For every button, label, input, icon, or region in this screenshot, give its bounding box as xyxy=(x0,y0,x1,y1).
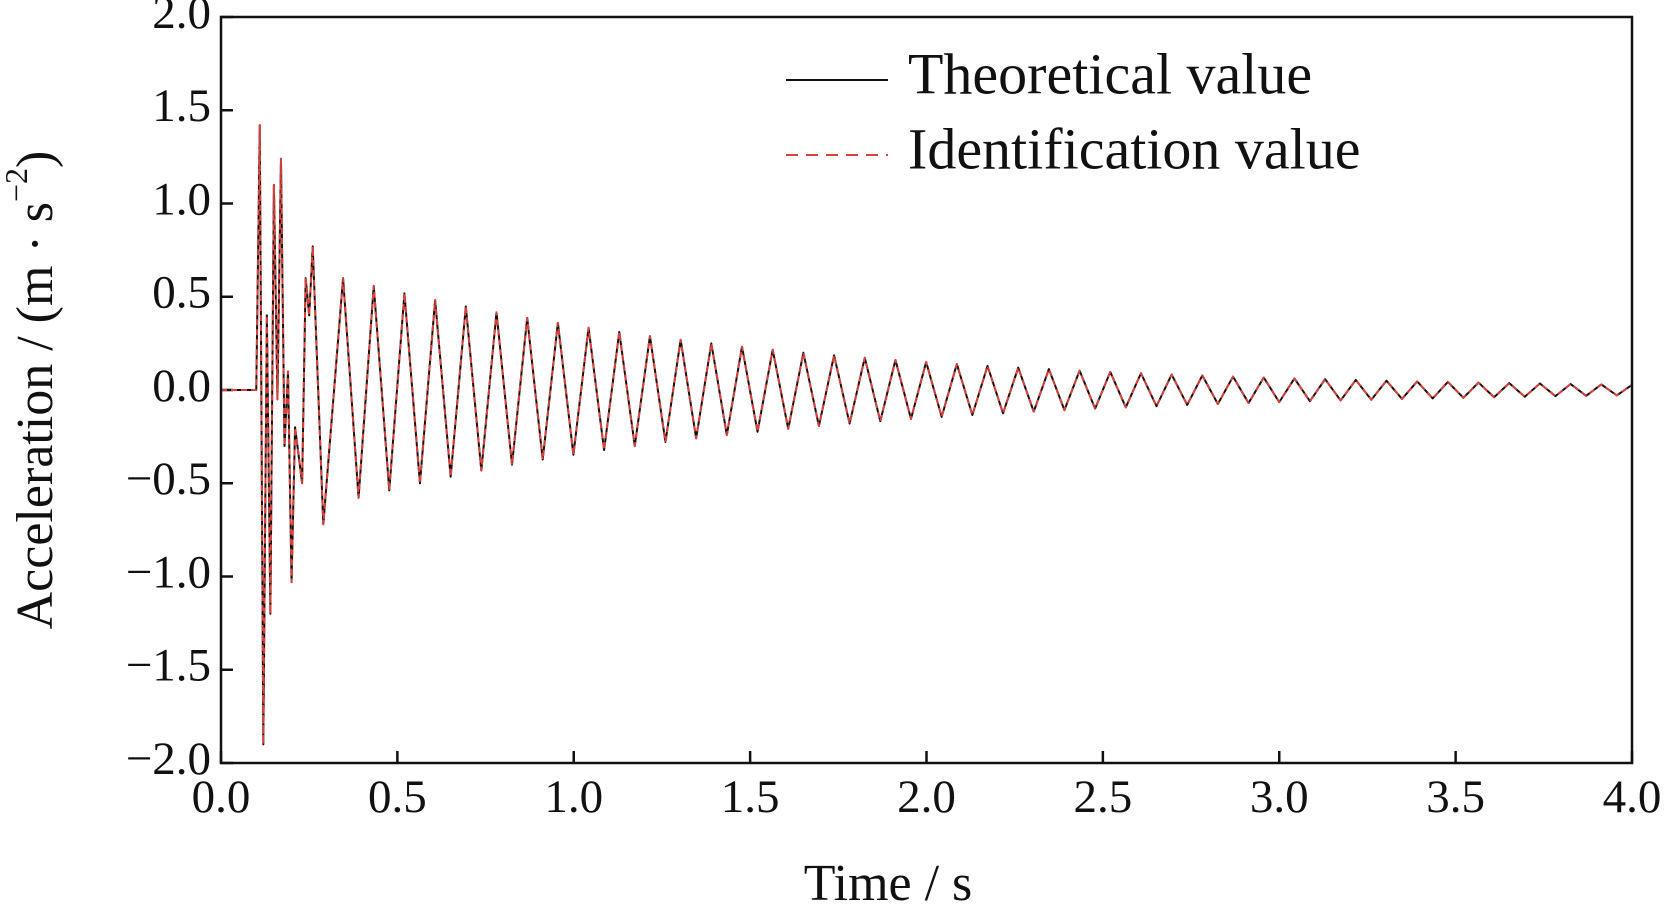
y-label-main: Acceleration / (m · s xyxy=(7,202,64,629)
y-tick-label: −0.5 xyxy=(126,453,211,505)
y-tick-label: 1.0 xyxy=(152,173,211,225)
y-label-close: ) xyxy=(7,151,64,168)
legend-label: Theoretical value xyxy=(908,41,1312,106)
y-axis-label: Acceleration / (m · s−2) xyxy=(0,151,64,630)
series-line xyxy=(221,124,1633,746)
y-tick-label: −2.0 xyxy=(126,733,211,785)
legend-label: Identification value xyxy=(908,116,1361,181)
y-label-sup: −2 xyxy=(0,168,34,202)
x-tick-label: 4.0 xyxy=(1603,771,1662,823)
y-tick-label: 0.5 xyxy=(152,267,211,319)
y-tick-label: 2.0 xyxy=(152,0,211,39)
x-tick-label: 2.0 xyxy=(897,771,956,823)
x-tick-label: 0.0 xyxy=(192,771,251,823)
x-tick-label: 2.5 xyxy=(1074,771,1133,823)
x-axis-label: Time / s xyxy=(804,855,973,912)
y-tick-label: 0.0 xyxy=(152,360,211,412)
y-tick-label: 1.5 xyxy=(152,80,211,132)
plot-frame xyxy=(219,15,1634,765)
x-tick-label: 3.5 xyxy=(1426,771,1485,823)
x-tick-label: 1.5 xyxy=(721,771,780,823)
x-tick-label: 0.5 xyxy=(368,771,427,823)
x-tick-label: 1.0 xyxy=(544,771,603,823)
x-tick-label: 3.0 xyxy=(1250,771,1309,823)
y-tick-label: −1.5 xyxy=(126,640,211,692)
series-line xyxy=(221,124,1633,746)
y-tick-label: −1.0 xyxy=(126,546,211,598)
